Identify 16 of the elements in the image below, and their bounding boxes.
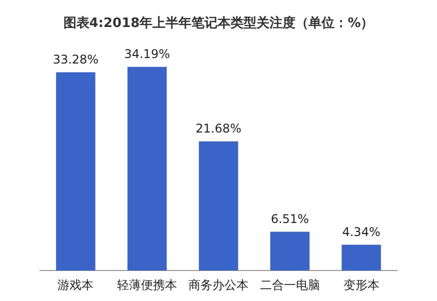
x-tick-label: 商务办公本 xyxy=(188,278,248,292)
data-label: 33.28% xyxy=(52,52,99,66)
x-tick-label: 轻薄便携本 xyxy=(117,278,178,292)
data-label: 6.51% xyxy=(270,212,309,226)
data-label: 34.19% xyxy=(124,46,170,61)
bar xyxy=(56,72,96,271)
bar xyxy=(342,244,381,271)
bar xyxy=(270,232,310,271)
x-tick-label: 游戏本 xyxy=(58,278,94,292)
bar xyxy=(198,141,238,271)
x-tick-label: 二合一电脑 xyxy=(260,278,320,292)
chart-title: 图表4:2018年上半年笔记本类型关注度（单位：%） xyxy=(62,14,375,32)
data-label: 4.34% xyxy=(342,224,380,239)
x-tick-label: 变形本 xyxy=(343,278,380,292)
data-label: 21.68% xyxy=(196,122,242,136)
bar xyxy=(127,66,167,271)
